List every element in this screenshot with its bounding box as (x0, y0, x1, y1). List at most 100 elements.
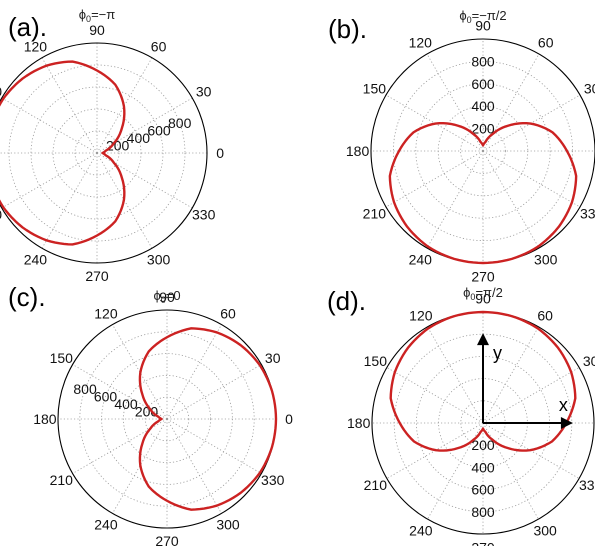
radial-tick-label: 400 (114, 396, 138, 412)
polar-panel: 0306090120150180210240270300330200400600… (328, 8, 595, 284)
radial-tick-label: 400 (471, 98, 495, 114)
angle-tick-label: 150 (50, 350, 74, 366)
angle-tick-label: 150 (363, 80, 387, 96)
angle-tick-label: 240 (24, 252, 48, 268)
angular-grid-spoke (1, 97, 98, 154)
angular-grid-spoke (166, 364, 262, 420)
angle-tick-label: 60 (538, 34, 554, 50)
radial-grid-circle (144, 396, 190, 442)
radial-tick-label: 400 (127, 130, 151, 146)
angle-tick-label: 300 (147, 252, 171, 268)
radial-tick-label: 400 (471, 459, 495, 475)
panel-title: ϕ0=−π/2 (459, 8, 506, 25)
angle-tick-label: 90 (159, 289, 175, 305)
radial-grid-circle (52, 108, 142, 198)
angle-tick-label: 270 (471, 268, 495, 284)
polar-axis-circle (0, 42, 208, 264)
y-arrowhead (477, 333, 489, 346)
angle-tick-label: 90 (475, 291, 491, 307)
radial-grid-circle (30, 86, 164, 220)
angular-grid-spoke (386, 367, 484, 424)
radial-tick-label: 200 (135, 404, 159, 420)
angle-tick-label: 180 (346, 143, 370, 159)
panel-label: (b). (328, 14, 367, 44)
angle-tick-label: 120 (24, 38, 48, 54)
radial-tick-label: 200 (106, 137, 130, 153)
angle-tick-label: 330 (261, 472, 285, 488)
angular-grid-spoke (482, 367, 580, 424)
angle-tick-label: 240 (409, 252, 433, 268)
angular-grid-spoke (41, 152, 98, 249)
angle-tick-label: 210 (0, 207, 2, 223)
panel-label: (a). (8, 12, 47, 42)
angle-tick-label: 60 (537, 307, 553, 323)
angular-grid-spoke (41, 57, 98, 154)
panel-title: ϕ0=0 (153, 288, 180, 305)
y-axis-name: y (493, 343, 502, 363)
angle-tick-label: 150 (0, 83, 2, 99)
panel-title: ϕ0=−π (79, 7, 115, 24)
angle-tick-label: 0 (216, 145, 224, 161)
angle-tick-label: 30 (583, 353, 595, 369)
angular-grid-spoke (427, 422, 484, 520)
angle-tick-label: 150 (364, 353, 388, 369)
radial-tick-label: 200 (471, 437, 495, 453)
radial-grid-circle (8, 64, 186, 242)
angle-tick-label: 270 (471, 539, 495, 546)
angle-tick-label: 210 (363, 206, 387, 222)
series-curve (388, 121, 578, 265)
angle-tick-label: 210 (50, 472, 74, 488)
angle-tick-label: 120 (409, 307, 433, 323)
radial-tick-label: 600 (471, 76, 495, 92)
angle-tick-label: 0 (285, 411, 293, 427)
polar-panel: 0306090120150180210240270300330200400600… (0, 7, 224, 284)
angle-tick-label: 90 (89, 22, 105, 38)
angle-tick-label: 330 (192, 207, 216, 223)
angular-grid-spoke (96, 97, 193, 154)
radial-tick-label: 200 (471, 121, 495, 137)
radial-tick-label: 800 (471, 504, 495, 520)
angle-tick-label: 300 (216, 517, 240, 533)
radial-tick-label: 600 (147, 122, 171, 138)
panel-label: (d). (327, 286, 366, 316)
angle-tick-label: 120 (409, 34, 433, 50)
series-curve (389, 310, 577, 452)
angle-tick-label: 180 (33, 411, 57, 427)
angle-tick-label: 60 (151, 38, 167, 54)
angle-tick-label: 330 (579, 477, 595, 493)
polar-panel: 0306090120150180210240270300330200400600… (8, 282, 293, 546)
panel-title: ϕ0=π/2 (463, 285, 503, 302)
radial-grid-circle (460, 128, 506, 174)
angle-tick-label: 120 (94, 305, 118, 321)
angle-tick-label: 60 (220, 305, 236, 321)
angle-tick-label: 330 (580, 206, 595, 222)
angular-grid-spoke (482, 422, 539, 520)
radial-tick-label: 800 (471, 53, 495, 69)
polar-panel: 0306090120150180210240270300330200400600… (327, 285, 595, 546)
series-curve (138, 327, 278, 511)
angular-grid-spoke (482, 150, 540, 249)
radial-grid-circle (123, 374, 211, 463)
radial-tick-label: 600 (471, 482, 495, 498)
radial-grid-circle (79, 331, 255, 507)
angular-grid-spoke (482, 150, 581, 208)
angle-tick-label: 270 (155, 533, 179, 546)
radial-tick-label: 800 (73, 381, 97, 397)
angle-tick-label: 30 (584, 80, 595, 96)
angle-tick-label: 30 (265, 350, 281, 366)
angle-tick-label: 240 (409, 523, 433, 539)
angular-grid-spoke (482, 326, 539, 424)
angle-tick-label: 210 (364, 477, 388, 493)
radial-tick-label: 800 (168, 115, 192, 131)
angular-grid-spoke (426, 150, 484, 249)
series-curve (0, 60, 126, 246)
panel-label: (c). (8, 282, 46, 312)
angular-grid-spoke (385, 150, 484, 208)
angle-tick-label: 180 (347, 415, 371, 431)
angular-grid-spoke (166, 324, 222, 420)
radial-tick-label: 600 (94, 389, 118, 405)
angular-grid-spoke (1, 152, 98, 209)
angular-grid-spoke (166, 418, 222, 514)
x-arrowhead (560, 417, 573, 429)
